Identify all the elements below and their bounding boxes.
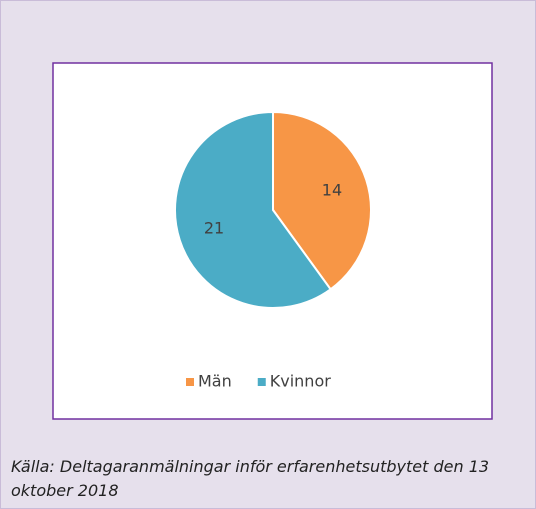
data-label: 14 (322, 180, 342, 199)
data-label: 21 (204, 219, 224, 238)
legend-label: Kvinnor (270, 372, 331, 391)
source-note: Källa: Deltagaranmälningar inför erfaren… (11, 457, 490, 500)
pie-slice (272, 110, 372, 291)
legend-label: Män (198, 372, 232, 391)
legend-swatch (186, 378, 194, 386)
pie-slice (174, 110, 333, 309)
legend-swatch (257, 378, 266, 386)
